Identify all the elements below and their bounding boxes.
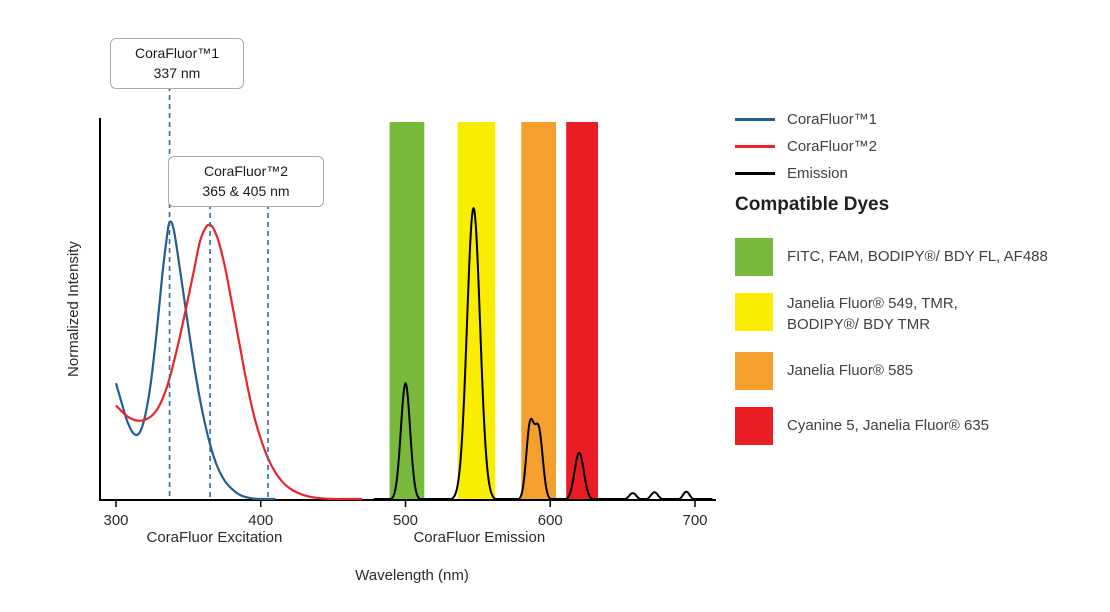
callout-corafluor2-wavelength: 365 & 405 nm [202, 182, 290, 199]
legend-item-corafluor1: CoraFluor™1 [735, 110, 877, 129]
dye-row-yellow: Janelia Fluor® 549, TMR, BODIPY®/ BDY TM… [735, 293, 1095, 335]
callout-corafluor1-title: CoraFluor™1 [134, 45, 220, 61]
svg-text:CoraFluor Excitation: CoraFluor Excitation [146, 529, 282, 546]
svg-text:300: 300 [103, 512, 128, 529]
callout-corafluor2: CoraFluor™2 365 & 405 nm [168, 156, 324, 208]
red-swatch [735, 407, 773, 445]
legend-item-emission: Emission [735, 164, 877, 183]
svg-text:500: 500 [393, 512, 418, 529]
dye-label: FITC, FAM, BODIPY®/ BDY FL, AF488 [787, 248, 1048, 265]
compatible-dyes-panel: Compatible Dyes FITC, FAM, BODIPY®/ BDY … [735, 194, 1095, 462]
dye-label: Janelia Fluor® 549, TMR, BODIPY®/ BDY TM… [787, 295, 958, 333]
legend-item-label: CoraFluor™1 [787, 111, 878, 128]
dye-label: Janelia Fluor® 585 [787, 362, 914, 379]
dye-row-red: Cyanine 5, Janelia Fluor® 635 [735, 407, 1095, 445]
dye-row-orange: Janelia Fluor® 585 [735, 352, 1095, 390]
yellow-swatch [735, 293, 773, 331]
legend-item-corafluor2: CoraFluor™2 [735, 137, 877, 156]
callout-corafluor1: CoraFluor™1 337 nm [110, 38, 244, 90]
green-swatch [735, 238, 773, 276]
compatible-dyes-heading: Compatible Dyes [735, 194, 890, 215]
spectra-chart: 300 400 500 600 700 CoraFluor Excitation CoraF… [65, 86, 716, 584]
legend-line-sample-blue [735, 118, 775, 121]
dye-row-green: FITC, FAM, BODIPY®/ BDY FL, AF488 [735, 238, 1095, 276]
svg-text:CoraFluor Emission: CoraFluor Emission [413, 529, 545, 546]
legend: CoraFluor™1 CoraFluor™2 Emission [735, 110, 877, 183]
legend-line-sample-black [735, 172, 775, 175]
callout-corafluor2-title: CoraFluor™2 [203, 163, 289, 179]
orange-swatch [735, 352, 773, 390]
legend-line-sample-red [735, 145, 775, 148]
svg-text:600: 600 [538, 512, 563, 529]
legend-item-label: CoraFluor™2 [787, 138, 878, 155]
svg-text:Normalized Intensity: Normalized Intensity [65, 241, 82, 377]
legend-item-label: Emission [787, 165, 848, 182]
svg-text:400: 400 [248, 512, 273, 529]
dye-label: Cyanine 5, Janelia Fluor® 635 [787, 417, 990, 434]
svg-text:700: 700 [682, 512, 707, 529]
callout-corafluor1-wavelength: 337 nm [153, 64, 201, 81]
svg-text:Wavelength (nm): Wavelength (nm) [355, 567, 469, 584]
